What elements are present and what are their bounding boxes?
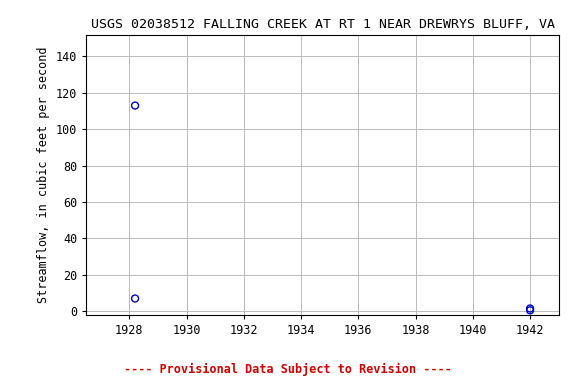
Point — [130, 295, 139, 301]
Point — [130, 103, 139, 109]
Point — [525, 307, 535, 313]
Point — [525, 305, 535, 311]
Y-axis label: Streamflow, in cubic feet per second: Streamflow, in cubic feet per second — [37, 46, 51, 303]
Text: ---- Provisional Data Subject to Revision ----: ---- Provisional Data Subject to Revisio… — [124, 363, 452, 376]
Title: USGS 02038512 FALLING CREEK AT RT 1 NEAR DREWRYS BLUFF, VA: USGS 02038512 FALLING CREEK AT RT 1 NEAR… — [90, 18, 555, 31]
